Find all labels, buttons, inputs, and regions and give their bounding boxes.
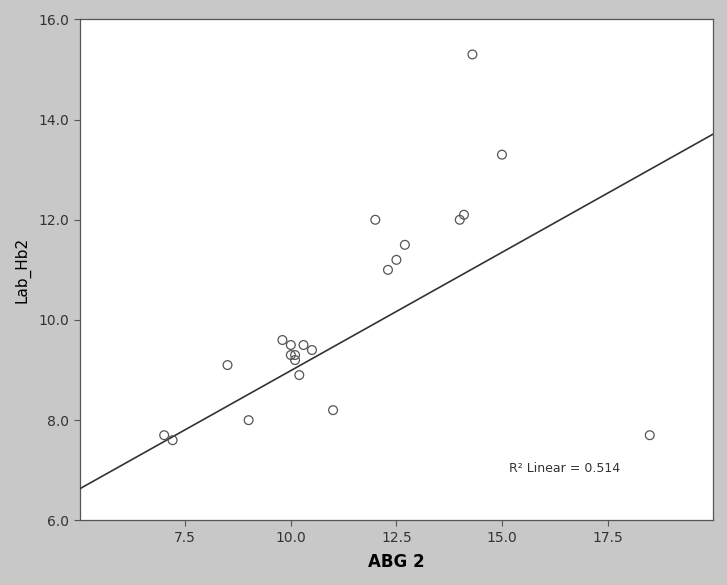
Point bbox=[382, 265, 394, 274]
Point bbox=[644, 431, 656, 440]
Point bbox=[306, 345, 318, 355]
Point bbox=[327, 405, 339, 415]
Point bbox=[243, 415, 254, 425]
Y-axis label: Lab_Hb2: Lab_Hb2 bbox=[14, 237, 30, 303]
Point bbox=[289, 350, 301, 360]
Point bbox=[369, 215, 381, 225]
Point bbox=[454, 215, 465, 225]
Point bbox=[467, 50, 478, 59]
Point bbox=[276, 335, 288, 345]
Point bbox=[166, 435, 178, 445]
X-axis label: ABG 2: ABG 2 bbox=[368, 553, 425, 571]
Text: R² Linear = 0.514: R² Linear = 0.514 bbox=[509, 462, 620, 475]
Point bbox=[285, 340, 297, 350]
Point bbox=[289, 355, 301, 364]
Point bbox=[496, 150, 507, 159]
Point bbox=[285, 350, 297, 360]
Point bbox=[458, 210, 470, 219]
Point bbox=[294, 370, 305, 380]
Point bbox=[390, 255, 402, 264]
Point bbox=[297, 340, 309, 350]
Point bbox=[222, 360, 233, 370]
Point bbox=[158, 431, 170, 440]
Point bbox=[399, 240, 411, 250]
